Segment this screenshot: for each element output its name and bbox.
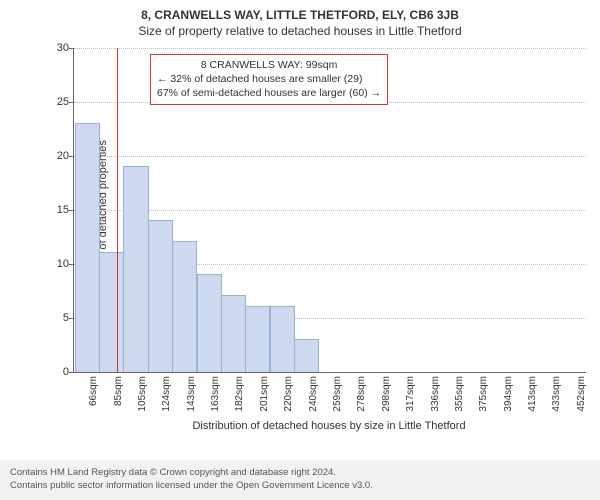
page-subtitle: Size of property relative to detached ho…	[0, 22, 600, 42]
x-tick-label: 394sqm	[503, 376, 514, 426]
x-tick-label: 355sqm	[454, 376, 465, 426]
footer-line-1: Contains HM Land Registry data © Crown c…	[10, 467, 590, 480]
grid-line	[74, 48, 586, 49]
x-tick-label: 317sqm	[405, 376, 416, 426]
x-tick-label: 163sqm	[210, 376, 221, 426]
chart-container: Number of detached properties 0510152025…	[45, 48, 585, 408]
x-tick-label: 433sqm	[551, 376, 562, 426]
reference-line	[117, 48, 118, 372]
x-tick-label: 105sqm	[137, 376, 148, 426]
x-tick-label: 375sqm	[478, 376, 489, 426]
annotation-box: 8 CRANWELLS WAY: 99sqm← 32% of detached …	[150, 54, 388, 105]
x-tick-label: 182sqm	[234, 376, 245, 426]
x-axis-label: Distribution of detached houses by size …	[73, 420, 585, 432]
x-tick-label: 85sqm	[113, 376, 124, 426]
annotation-line: ← 32% of detached houses are smaller (29…	[157, 72, 381, 86]
annotation-line: 67% of semi-detached houses are larger (…	[157, 86, 381, 100]
x-tick-label: 259sqm	[332, 376, 343, 426]
y-tick-label: 10	[45, 258, 69, 270]
x-tick-label: 66sqm	[88, 376, 99, 426]
grid-line	[74, 210, 586, 211]
annotation-line: 8 CRANWELLS WAY: 99sqm	[157, 58, 381, 72]
y-tick-label: 30	[45, 42, 69, 54]
x-tick-label: 278sqm	[356, 376, 367, 426]
x-tick-label: 413sqm	[527, 376, 538, 426]
histogram-bar	[270, 306, 295, 372]
histogram-bar	[99, 252, 124, 372]
x-tick-label: 298sqm	[381, 376, 392, 426]
plot-area: 8 CRANWELLS WAY: 99sqm← 32% of detached …	[73, 48, 586, 373]
y-tick-label: 15	[45, 204, 69, 216]
x-tick-label: 220sqm	[283, 376, 294, 426]
x-tick-label: 452sqm	[576, 376, 587, 426]
y-tick-label: 20	[45, 150, 69, 162]
y-tick-label: 0	[45, 366, 69, 378]
grid-line	[74, 156, 586, 157]
x-tick-label: 336sqm	[430, 376, 441, 426]
histogram-bar	[245, 306, 270, 372]
x-tick-label: 201sqm	[259, 376, 270, 426]
footer: Contains HM Land Registry data © Crown c…	[0, 460, 600, 500]
histogram-bar	[294, 339, 319, 372]
histogram-bar	[75, 123, 100, 372]
y-tick-label: 5	[45, 312, 69, 324]
page-title: 8, CRANWELLS WAY, LITTLE THETFORD, ELY, …	[0, 0, 600, 22]
x-tick-label: 143sqm	[186, 376, 197, 426]
histogram-bar	[172, 241, 197, 372]
footer-line-2: Contains public sector information licen…	[10, 480, 590, 493]
histogram-bar	[148, 220, 173, 372]
histogram-bar	[123, 166, 148, 372]
y-tick-label: 25	[45, 96, 69, 108]
histogram-bar	[197, 274, 222, 372]
x-tick-label: 240sqm	[308, 376, 319, 426]
histogram-bar	[221, 295, 246, 372]
x-tick-label: 124sqm	[161, 376, 172, 426]
